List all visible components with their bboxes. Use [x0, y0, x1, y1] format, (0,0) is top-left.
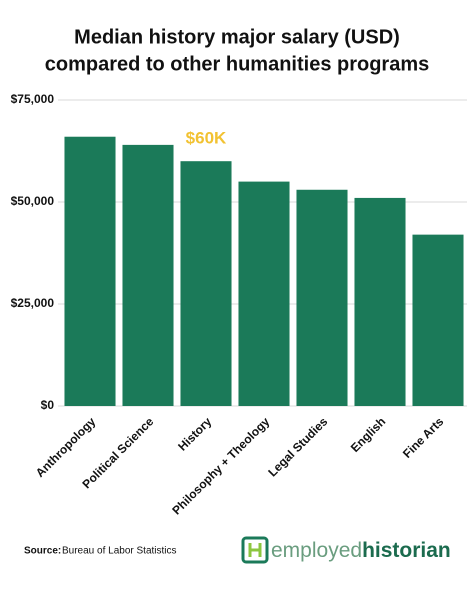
bar: [238, 181, 290, 406]
brand-logo: employedhistorian: [241, 536, 451, 564]
bar: [412, 234, 464, 406]
bar: [180, 161, 232, 406]
bar: [296, 189, 348, 406]
y-tick-label: $0: [41, 398, 55, 412]
brand-part: employed: [271, 539, 362, 562]
logo-icon: [241, 536, 269, 564]
brand-part: historian: [362, 539, 451, 562]
x-tick-label: Philosophy + Theology: [169, 414, 272, 517]
chart-title: compared to other humanities programs: [45, 53, 430, 75]
source: Bureau of Labor Statistics: [62, 546, 177, 557]
x-tick-label: Anthropology: [33, 414, 99, 480]
source-label: Source:: [24, 546, 61, 557]
value-label: $60K: [186, 129, 227, 148]
x-tick-label: History: [175, 414, 214, 453]
x-tick-label: Legal Studies: [265, 414, 330, 479]
logo-icon: [248, 543, 262, 557]
y-tick-label: $50,000: [11, 194, 55, 208]
bar: [354, 197, 406, 406]
y-tick-label: $75,000: [11, 92, 55, 106]
x-tick-label: English: [348, 414, 389, 455]
bar: [64, 136, 116, 406]
x-tick-label: Fine Arts: [400, 414, 447, 461]
brand-text: employedhistorian: [271, 539, 451, 562]
y-tick-label: $25,000: [11, 296, 55, 310]
chart-title: Median history major salary (USD): [74, 26, 400, 48]
bar: [122, 144, 174, 406]
